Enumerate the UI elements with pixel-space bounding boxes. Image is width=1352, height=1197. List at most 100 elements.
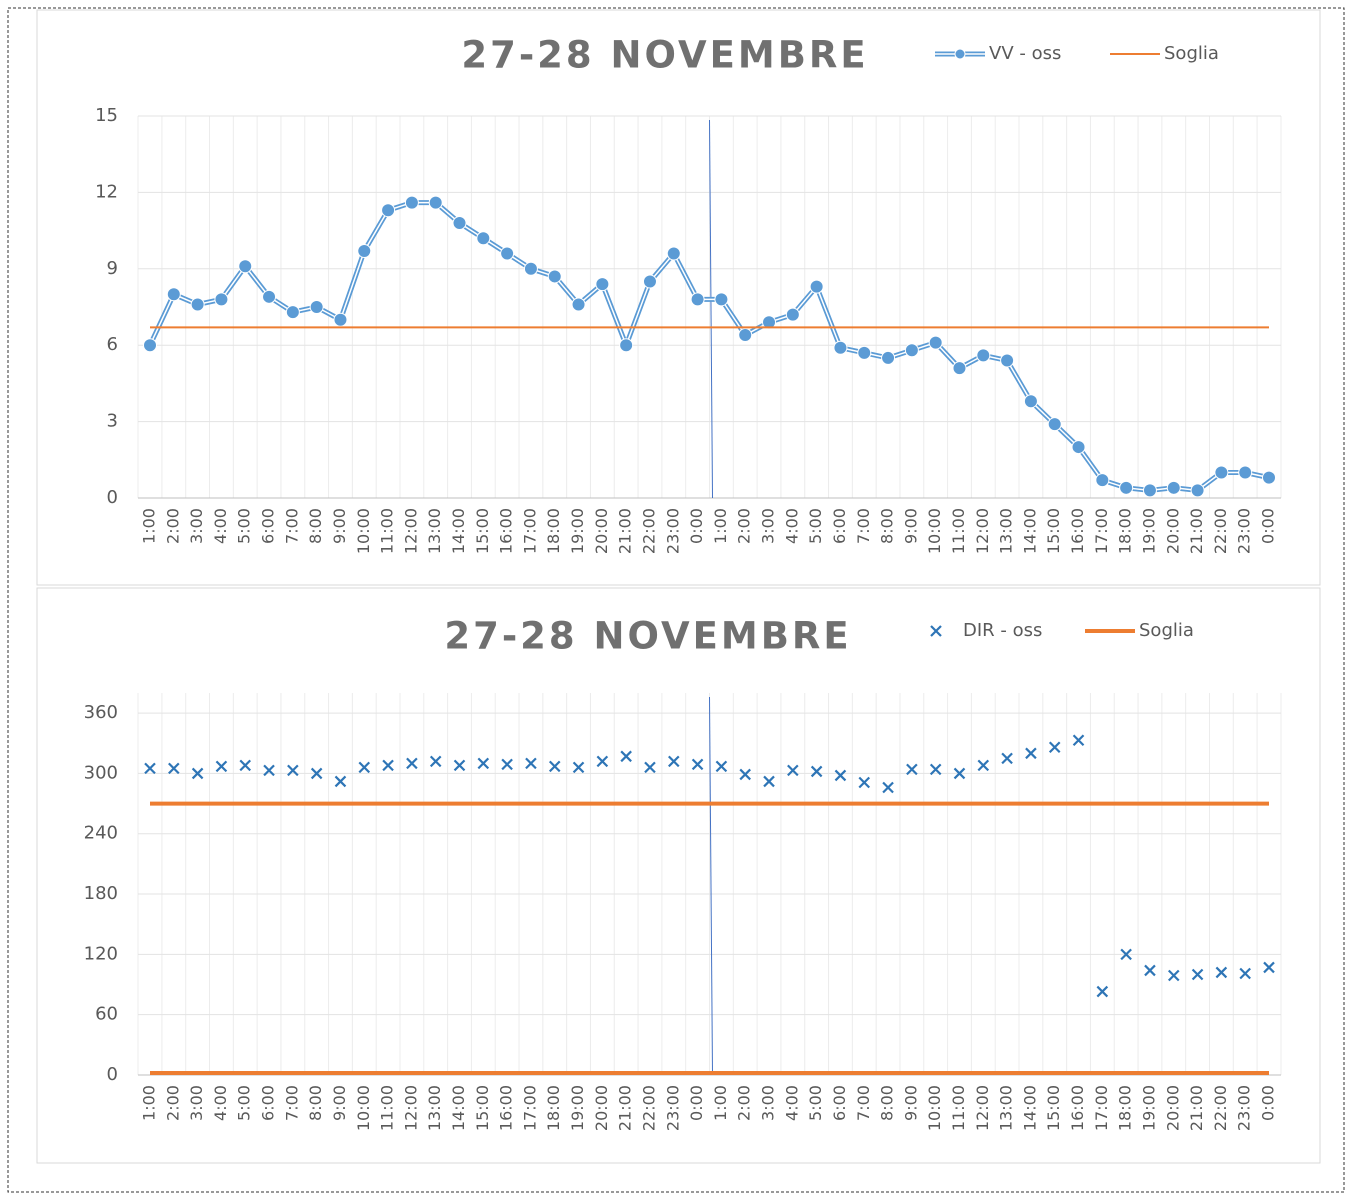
data-point: [333, 312, 348, 327]
y-tick-label: 0: [107, 487, 118, 508]
data-point: [1166, 480, 1181, 495]
x-tick-label: 13:00: [425, 1085, 444, 1131]
x-tick-label: 14:00: [1020, 508, 1039, 554]
data-point: [452, 215, 467, 230]
x-tick-label: 14:00: [449, 508, 468, 554]
x-tick-label: 22:00: [639, 1085, 658, 1131]
x-tick-label: 3:00: [187, 508, 206, 544]
data-point: [239, 759, 252, 772]
x-tick-label: 2:00: [735, 508, 754, 544]
x-tick-label: 0:00: [687, 508, 706, 544]
x-tick-label: 11:00: [378, 1085, 397, 1131]
data-point: [881, 350, 896, 365]
data-point: [928, 335, 943, 350]
x-tick-label: 2:00: [163, 508, 182, 544]
legend-marker: [954, 48, 966, 60]
y-tick-label: 120: [84, 943, 118, 964]
x-tick-label: 0:00: [1259, 1085, 1278, 1121]
x-tick-label: 22:00: [1211, 1085, 1230, 1131]
x-tick-label: 12:00: [973, 1085, 992, 1131]
data-point: [1025, 747, 1037, 760]
x-tick-label: 17:00: [1092, 508, 1111, 554]
x-tick-label: 7:00: [282, 508, 301, 544]
x-tick-label: 10:00: [925, 1085, 944, 1131]
x-tick-label: 5:00: [235, 508, 254, 544]
x-tick-label: 1:00: [711, 508, 730, 544]
page-border: [7, 7, 1345, 1193]
x-tick-label: 0:00: [687, 1085, 706, 1121]
x-tick-label: 1:00: [711, 1085, 730, 1121]
data-point: [144, 762, 156, 775]
chart-frame: [36, 9, 1321, 586]
day-divider: [709, 696, 713, 1076]
data-point: [358, 761, 371, 774]
data-point: [523, 261, 538, 276]
x-tick-label: 22:00: [1211, 508, 1230, 554]
data-point: [857, 345, 872, 360]
x-tick-label: 4:00: [782, 1085, 801, 1121]
x-tick-label: 19:00: [568, 1085, 587, 1131]
x-tick-label: 13:00: [425, 508, 444, 554]
x-tick-label: 16:00: [497, 1085, 516, 1131]
data-point: [1000, 353, 1015, 368]
data-point: [595, 277, 610, 292]
data-point: [785, 307, 800, 322]
x-tick-label: 6:00: [259, 1085, 278, 1121]
x-tick-label: 6:00: [830, 1085, 849, 1121]
x-tick-label: 5:00: [235, 1085, 254, 1121]
chart-title: 27-28 NOVEMBRE: [461, 34, 868, 77]
data-point: [547, 269, 562, 284]
data-point: [1047, 417, 1062, 432]
data-point: [477, 757, 490, 770]
x-tick-label: 6:00: [259, 508, 278, 544]
data-point: [357, 243, 372, 258]
data-point: [1144, 964, 1156, 977]
x-tick-label: 20:00: [1163, 508, 1182, 554]
x-tick-label: 16:00: [497, 508, 516, 554]
x-tick-label: 11:00: [378, 508, 397, 554]
data-point: [1239, 967, 1251, 980]
data-point: [309, 300, 324, 314]
chart-title: 27-28 NOVEMBRE: [444, 615, 851, 658]
x-tick-label: 8:00: [306, 1085, 325, 1121]
x-tick-label: 19:00: [1139, 508, 1158, 554]
data-point: [953, 767, 966, 780]
data-point: [406, 757, 418, 770]
data-point: [191, 767, 204, 780]
x-tick-label: 22:00: [639, 508, 658, 554]
data-point: [596, 755, 609, 768]
data-point: [642, 274, 657, 289]
data-point: [858, 776, 871, 789]
data-point: [168, 762, 180, 775]
data-point: [929, 763, 942, 776]
x-tick-label: 8:00: [878, 508, 897, 544]
data-point: [787, 764, 799, 777]
x-tick-label: 20:00: [1163, 1085, 1182, 1131]
x-tick-label: 18:00: [544, 1085, 563, 1131]
x-tick-label: 9:00: [330, 508, 349, 544]
x-tick-label: 21:00: [616, 508, 635, 554]
x-tick-label: 8:00: [306, 508, 325, 544]
x-tick-label: 4:00: [782, 508, 801, 544]
data-point: [501, 758, 513, 771]
data-point: [428, 195, 443, 210]
x-tick-label: 19:00: [568, 508, 587, 554]
x-tick-label: 21:00: [1187, 1085, 1206, 1131]
x-tick-label: 17:00: [520, 1085, 539, 1131]
data-point: [500, 246, 515, 261]
data-point: [762, 315, 777, 330]
x-tick-label: 17:00: [1092, 1085, 1111, 1131]
legend-label: DIR - oss: [963, 620, 1042, 641]
x-tick-label: 19:00: [1139, 1085, 1158, 1131]
x-tick-label: 13:00: [997, 508, 1016, 554]
x-tick-label: 1:00: [140, 1085, 159, 1121]
data-point: [1190, 483, 1205, 498]
data-point: [287, 764, 299, 777]
x-tick-label: 1:00: [140, 508, 159, 544]
data-point: [548, 760, 561, 773]
x-tick-label: 5:00: [806, 1085, 825, 1121]
data-point: [1214, 465, 1229, 480]
data-point: [810, 765, 823, 778]
data-point: [1167, 969, 1180, 982]
